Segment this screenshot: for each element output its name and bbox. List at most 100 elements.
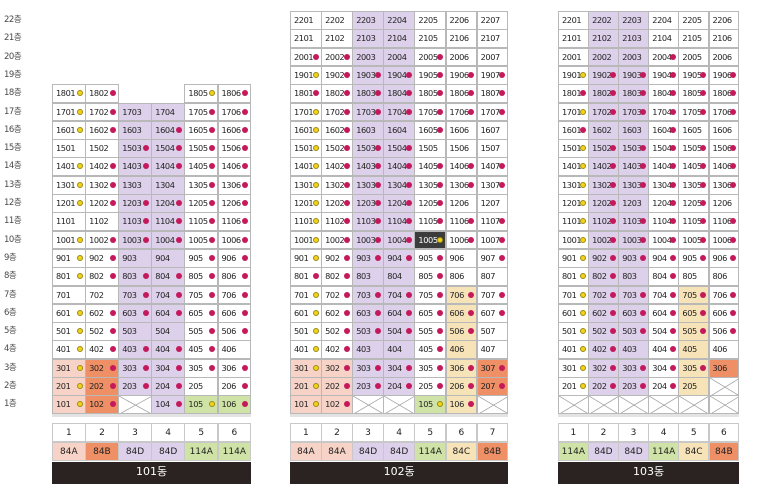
- unit-cell[interactable]: 1806: [708, 84, 740, 104]
- unit-cell[interactable]: 2206: [445, 11, 478, 30]
- unit-cell[interactable]: 605: [678, 303, 710, 323]
- unit-cell[interactable]: 205: [184, 377, 219, 396]
- unit-cell[interactable]: 1404: [151, 157, 185, 177]
- unit-cell[interactable]: 405: [678, 340, 710, 360]
- unit-cell[interactable]: 1202: [588, 194, 619, 213]
- unit-cell[interactable]: 1805: [414, 84, 447, 104]
- unit-cell[interactable]: 705: [414, 285, 447, 305]
- unit-cell[interactable]: 1703: [118, 102, 152, 122]
- unit-cell[interactable]: 1106: [217, 212, 252, 232]
- unit-cell[interactable]: 604: [648, 303, 679, 323]
- unit-cell[interactable]: 1203: [618, 194, 649, 213]
- unit-cell[interactable]: 1105: [414, 212, 447, 232]
- unit-cell[interactable]: 2001: [558, 47, 589, 67]
- unit-cell[interactable]: 1302: [588, 175, 619, 195]
- unit-cell[interactable]: 1606: [217, 120, 252, 140]
- unit-cell[interactable]: 1001: [290, 230, 322, 250]
- unit-cell[interactable]: 2201: [558, 11, 589, 30]
- unit-cell[interactable]: 1801: [52, 84, 86, 104]
- unit-cell[interactable]: 1203: [118, 194, 152, 213]
- unit-cell[interactable]: 1606: [708, 120, 740, 140]
- unit-cell[interactable]: 306: [217, 358, 252, 378]
- unit-cell[interactable]: 1602: [321, 120, 353, 140]
- unit-cell[interactable]: 1702: [588, 102, 619, 122]
- unit-cell[interactable]: 605: [184, 303, 219, 323]
- unit-cell[interactable]: 1506: [445, 139, 478, 158]
- unit-cell[interactable]: 606: [445, 303, 478, 323]
- unit-cell[interactable]: 1204: [151, 194, 185, 213]
- unit-cell[interactable]: 905: [414, 248, 447, 268]
- unit-cell[interactable]: 204: [383, 377, 415, 396]
- unit-cell[interactable]: 2101: [290, 29, 322, 49]
- unit-cell[interactable]: 502: [85, 322, 119, 341]
- unit-cell[interactable]: 1707: [476, 102, 509, 122]
- unit-cell[interactable]: 802: [588, 267, 619, 287]
- unit-cell[interactable]: 807: [476, 267, 509, 287]
- unit-cell[interactable]: 1205: [184, 194, 219, 213]
- unit-cell[interactable]: 602: [588, 303, 619, 323]
- unit-cell[interactable]: 1402: [321, 157, 353, 177]
- unit-cell[interactable]: 2004: [383, 47, 415, 67]
- unit-cell[interactable]: 1103: [352, 212, 384, 232]
- unit-cell[interactable]: 1103: [118, 212, 152, 232]
- unit-cell[interactable]: 603: [352, 303, 384, 323]
- unit-cell[interactable]: 502: [588, 322, 619, 341]
- unit-cell[interactable]: 601: [558, 303, 589, 323]
- unit-cell[interactable]: 801: [558, 267, 589, 287]
- unit-cell[interactable]: 404: [151, 340, 185, 360]
- unit-cell[interactable]: 1504: [648, 139, 679, 158]
- unit-cell[interactable]: 1501: [52, 139, 86, 158]
- unit-cell[interactable]: 1501: [558, 139, 589, 158]
- unit-cell[interactable]: 1404: [383, 157, 415, 177]
- unit-cell[interactable]: 101: [290, 395, 322, 415]
- unit-cell[interactable]: 904: [648, 248, 679, 268]
- unit-cell[interactable]: 902: [85, 248, 119, 268]
- unit-cell[interactable]: 1801: [558, 84, 589, 104]
- unit-cell[interactable]: 904: [151, 248, 185, 268]
- unit-cell[interactable]: 902: [588, 248, 619, 268]
- unit-cell[interactable]: 1701: [558, 102, 589, 122]
- unit-cell[interactable]: 402: [588, 340, 619, 360]
- unit-cell[interactable]: 1905: [414, 65, 447, 85]
- unit-cell[interactable]: 1206: [708, 194, 740, 213]
- unit-cell[interactable]: 2003: [352, 47, 384, 67]
- unit-cell[interactable]: 304: [648, 358, 679, 378]
- unit-cell[interactable]: 607: [476, 303, 509, 323]
- unit-cell[interactable]: 1502: [321, 139, 353, 158]
- unit-cell[interactable]: 1903: [352, 65, 384, 85]
- unit-cell[interactable]: 1606: [445, 120, 478, 140]
- unit-cell[interactable]: 1002: [321, 230, 353, 250]
- unit-cell[interactable]: 601: [52, 303, 86, 323]
- unit-cell[interactable]: 2105: [414, 29, 447, 49]
- unit-cell[interactable]: 706: [217, 285, 252, 305]
- unit-cell[interactable]: 1003: [118, 230, 152, 250]
- unit-cell[interactable]: 501: [52, 322, 86, 341]
- unit-cell[interactable]: 804: [151, 267, 185, 287]
- unit-cell[interactable]: 801: [290, 267, 322, 287]
- unit-cell[interactable]: 705: [678, 285, 710, 305]
- unit-cell[interactable]: 1705: [184, 102, 219, 122]
- unit-cell[interactable]: 1101: [290, 212, 322, 232]
- unit-cell[interactable]: 1003: [352, 230, 384, 250]
- unit-cell[interactable]: 304: [151, 358, 185, 378]
- unit-cell[interactable]: 702: [321, 285, 353, 305]
- unit-cell[interactable]: 1405: [678, 157, 710, 177]
- unit-cell[interactable]: 602: [321, 303, 353, 323]
- unit-cell[interactable]: 705: [184, 285, 219, 305]
- unit-cell[interactable]: 1201: [558, 194, 589, 213]
- unit-cell[interactable]: 204: [648, 377, 679, 396]
- unit-cell[interactable]: 307: [476, 358, 509, 378]
- unit-cell[interactable]: 701: [558, 285, 589, 305]
- unit-cell[interactable]: 906: [445, 248, 478, 268]
- unit-cell[interactable]: 1906: [445, 65, 478, 85]
- unit-cell[interactable]: 401: [52, 340, 86, 360]
- unit-cell[interactable]: 505: [678, 322, 710, 341]
- unit-cell[interactable]: 1904: [383, 65, 415, 85]
- unit-cell[interactable]: 504: [151, 322, 185, 341]
- unit-cell[interactable]: 1801: [290, 84, 322, 104]
- unit-cell[interactable]: 1904: [648, 65, 679, 85]
- unit-cell[interactable]: 1102: [588, 212, 619, 232]
- unit-cell[interactable]: 904: [383, 248, 415, 268]
- unit-cell[interactable]: 1401: [290, 157, 322, 177]
- unit-cell[interactable]: 1306: [708, 175, 740, 195]
